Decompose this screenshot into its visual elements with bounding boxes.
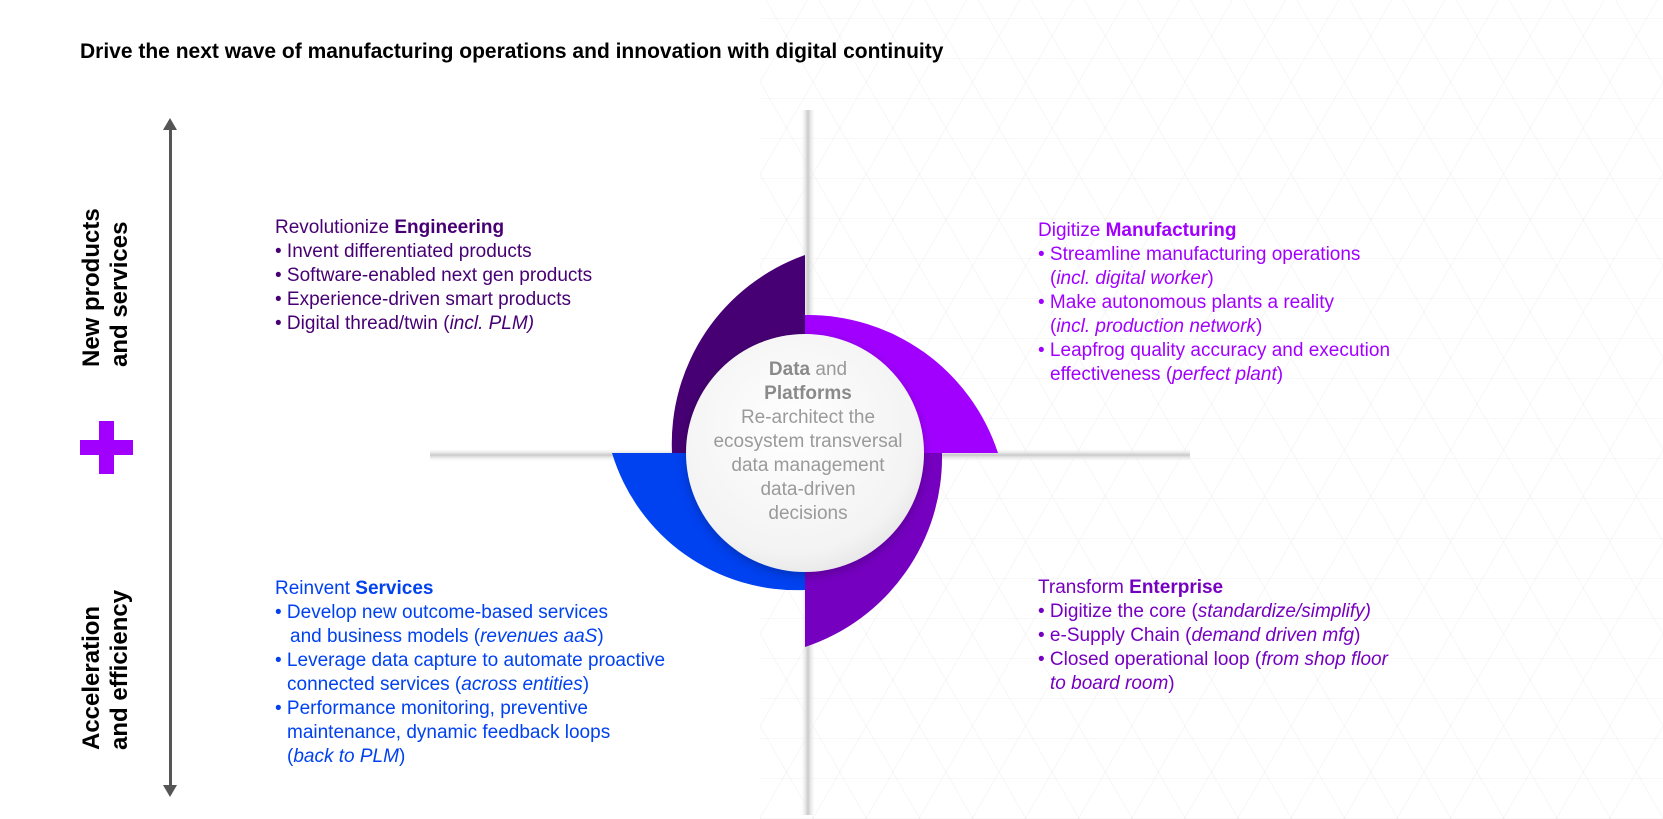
manufacturing-bullet-cont: (incl. production network) [1050,316,1263,337]
enterprise-heading: Transform Enterprise [1038,577,1224,598]
enterprise-bullet: • e-Supply Chain (demand driven mfg) [1038,625,1361,646]
services-bullet-cont: (back to PLM) [287,746,406,767]
engineering-block: Revolutionize Engineering • Invent diffe… [275,216,592,336]
enterprise-bullet: • Closed operational loop (from shop flo… [1038,649,1388,670]
services-bullet: • Performance monitoring, preventive [275,698,588,719]
engineering-bullet: • Experience-driven smart products [275,289,571,310]
plus-icon-vertical [99,421,114,474]
axis-arrow-up-icon [163,118,177,130]
enterprise-block: Transform Enterprise • Digitize the core… [1038,576,1388,696]
enterprise-bullet-cont: to board room) [1050,673,1175,694]
center-line: data management [731,455,885,476]
center-line: Re-architect the [740,407,876,428]
manufacturing-block: Digitize Manufacturing • Streamline manu… [1038,219,1390,387]
services-heading: Reinvent Services [275,578,434,599]
center-line: data-driven [760,479,856,500]
manufacturing-bullet: • Make autonomous plants a reality [1038,292,1335,313]
services-bullet-cont: connected services (across entities) [287,674,590,695]
services-bullet-cont: and business models (revenues aaS) [290,626,604,647]
center-data-platforms: Data and Platforms Re-architect the ecos… [688,358,928,526]
manufacturing-bullet: • Leapfrog quality accuracy and executio… [1038,340,1391,361]
services-bullet: • Leverage data capture to automate proa… [275,650,666,671]
manufacturing-bullet: • Streamline manufacturing operations [1038,244,1361,265]
manufacturing-bullet-cont: effectiveness (perfect plant) [1050,364,1284,385]
engineering-bullet: • Digital thread/twin (incl. PLM) [275,313,535,334]
manufacturing-bullet-cont: (incl. digital worker) [1050,268,1214,289]
center-heading-2: Platforms [764,383,852,404]
engineering-heading: Revolutionize Engineering [275,217,505,238]
services-bullet: • Develop new outcome-based services [275,602,608,623]
center-line: decisions [768,503,848,524]
services-bullet-cont: maintenance, dynamic feedback loops [287,722,611,743]
center-line: ecosystem transversal [713,431,903,452]
engineering-bullet: • Invent differentiated products [275,241,532,262]
enterprise-bullet: • Digitize the core (standardize/simplif… [1038,601,1371,622]
services-block: Reinvent Services • Develop new outcome-… [275,577,665,769]
center-heading: Data and [768,359,848,380]
axis-arrow-down-icon [163,785,177,797]
vertical-axis-line [169,124,172,794]
manufacturing-heading: Digitize Manufacturing [1038,220,1237,241]
center-circle [686,334,924,572]
page-title: Drive the next wave of manufacturing ope… [80,40,944,63]
engineering-bullet: • Software-enabled next gen products [275,265,593,286]
